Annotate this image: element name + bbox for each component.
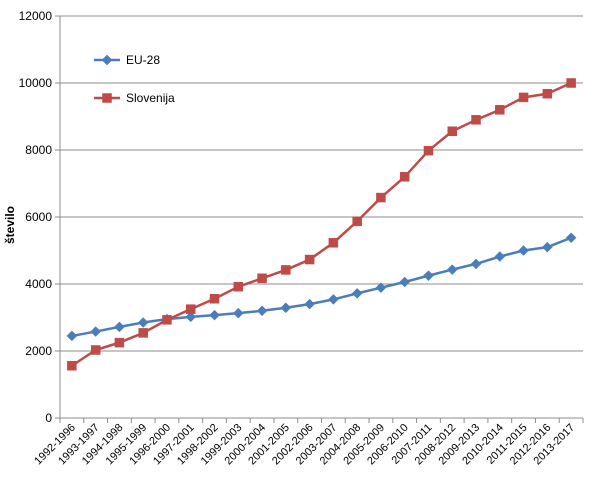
y-axis-label: število: [3, 206, 17, 244]
y-tick-labels: 0 2000 4000 6000 8000 10000 12000: [19, 9, 53, 425]
data-point: [351, 288, 363, 299]
data-point: [256, 305, 268, 317]
data-point: [66, 330, 78, 342]
y-tick-label: 12000: [19, 9, 53, 23]
series-0: [66, 232, 577, 342]
data-point: [281, 265, 291, 275]
y-tick-label: 0: [45, 411, 52, 425]
data-point: [470, 258, 482, 270]
data-point: [67, 360, 77, 371]
data-point: [209, 309, 220, 321]
data-point: [304, 254, 315, 265]
data-point: [518, 245, 529, 256]
data-point: [280, 302, 292, 314]
data-point: [137, 317, 149, 328]
series-line: [71, 81, 572, 367]
data-point: [114, 337, 125, 348]
data-point: [90, 326, 102, 337]
data-point: [541, 241, 553, 253]
series: [66, 78, 577, 371]
data-point: [566, 78, 576, 88]
y-tick-label: 4000: [25, 277, 52, 291]
grid-lines: [60, 15, 583, 352]
legend-swatch-marker: [102, 93, 112, 103]
data-point: [423, 145, 434, 156]
data-point: [304, 298, 315, 310]
data-point: [114, 321, 125, 333]
data-point: [446, 264, 458, 275]
legend-item: Slovenija: [94, 91, 175, 105]
data-point: [471, 115, 481, 125]
data-point: [518, 92, 529, 103]
data-point: [328, 294, 339, 305]
data-point: [352, 216, 362, 227]
data-point: [328, 238, 339, 248]
legend-label: EU-28: [126, 53, 160, 67]
data-point: [257, 273, 267, 284]
data-point: [233, 281, 244, 292]
data-point: [209, 293, 220, 304]
legend-swatch-marker: [101, 54, 113, 66]
x-tick-labels: 1992-19961993-19971994-19981995-19991996…: [32, 422, 577, 468]
y-tick-label: 10000: [19, 76, 53, 90]
legend-label: Slovenija: [126, 91, 175, 105]
legend-item: EU-28: [94, 53, 160, 67]
legend: EU-28 Slovenija: [94, 53, 175, 105]
data-point: [399, 172, 410, 182]
data-point: [138, 328, 148, 338]
data-point: [447, 126, 457, 136]
data-point: [376, 192, 386, 203]
data-point: [162, 315, 172, 325]
data-point: [186, 304, 196, 314]
data-point: [495, 105, 505, 115]
axes: [55, 15, 584, 423]
y-tick-label: 2000: [25, 344, 52, 358]
data-point: [232, 307, 244, 319]
data-point: [185, 311, 197, 323]
data-point: [542, 88, 553, 99]
y-tick-label: 6000: [25, 210, 52, 224]
data-point: [494, 251, 506, 262]
data-point: [565, 232, 577, 244]
series-1: [67, 78, 576, 371]
y-tick-label: 8000: [25, 143, 52, 157]
series-line: [71, 236, 572, 338]
data-point: [423, 270, 434, 281]
data-point: [90, 345, 101, 355]
data-point: [399, 276, 411, 288]
data-point: [375, 282, 387, 294]
